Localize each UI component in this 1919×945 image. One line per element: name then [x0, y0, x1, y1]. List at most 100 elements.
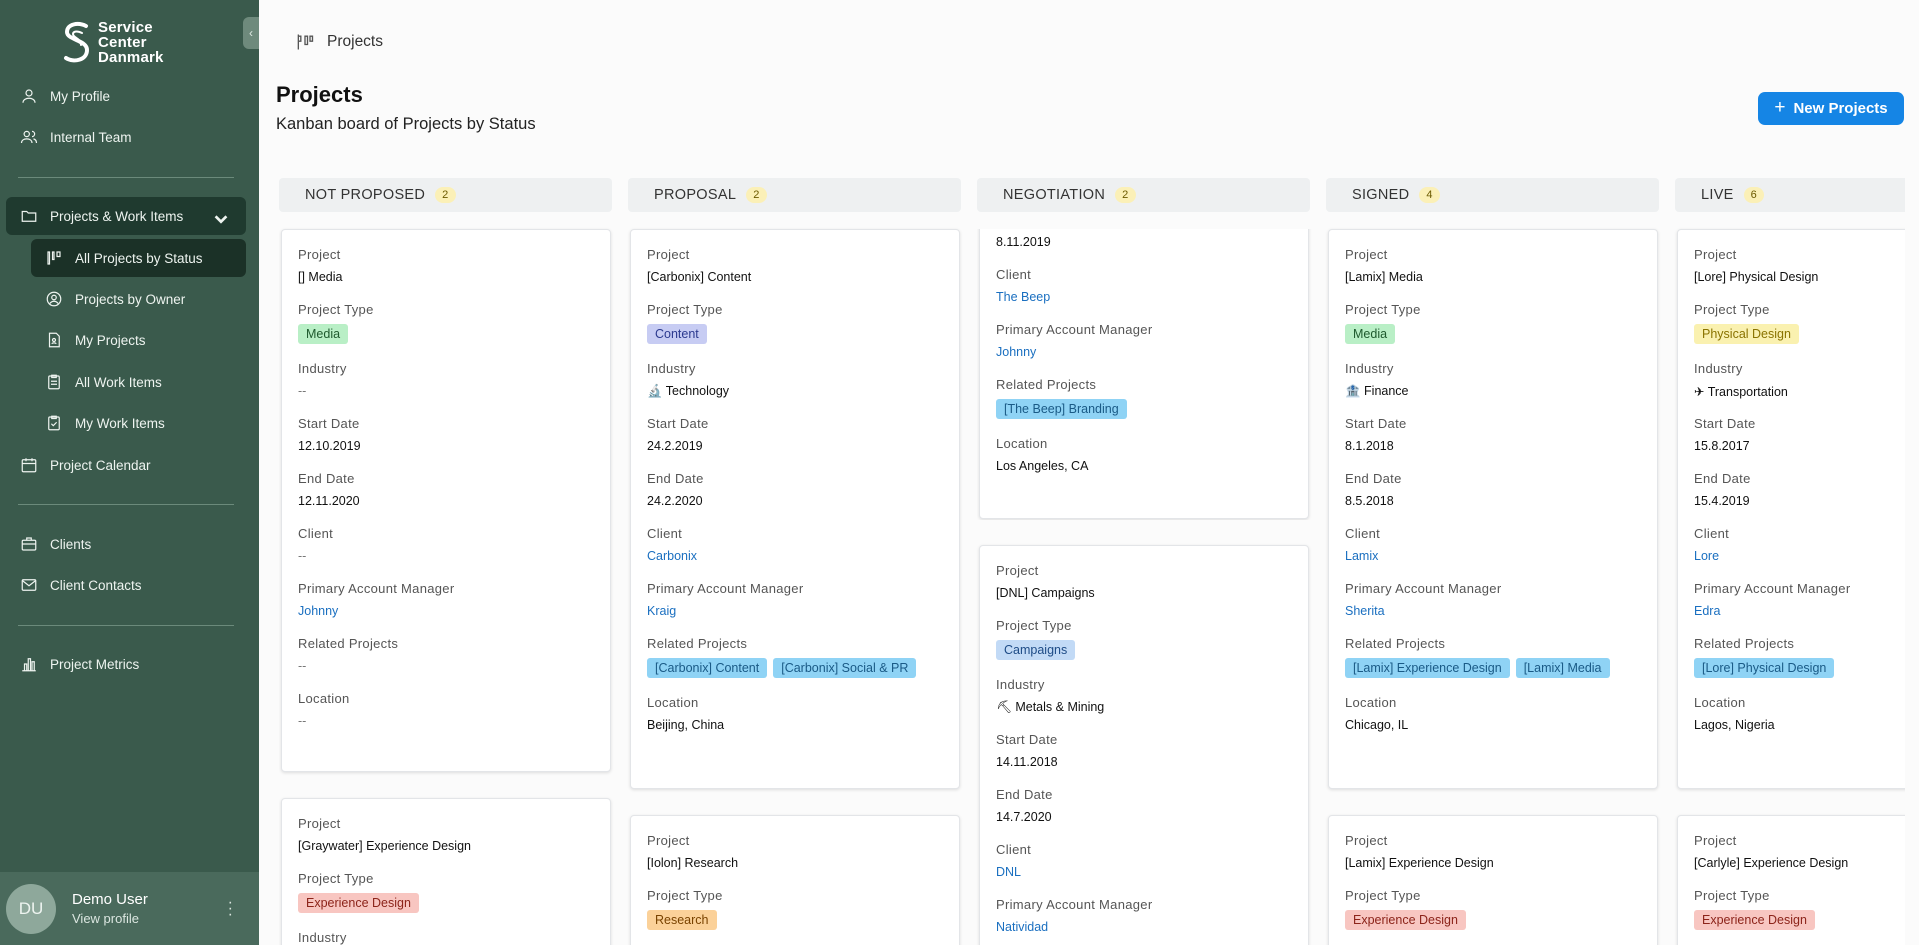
sidebar-item-label: Internal Team — [50, 129, 132, 145]
start-date-value: 8.1.2018 — [1345, 439, 1394, 453]
column-count-badge: 2 — [746, 187, 767, 203]
sidebar-item-all-projects-by-status[interactable]: All Projects by Status — [31, 239, 246, 277]
project-name: [Lamix] Media — [1345, 270, 1423, 284]
related-project-tag[interactable]: [Carbonix] Content — [647, 658, 768, 678]
sidebar-item-label: Project Calendar — [50, 457, 151, 473]
account-manager-link[interactable]: Johnny — [996, 345, 1037, 359]
location-value: Lagos, Nigeria — [1694, 718, 1775, 732]
sidebar: Service Center Danmark ‹ My Profile Inte… — [0, 0, 259, 945]
account-manager-link[interactable]: Natividad — [996, 920, 1049, 934]
project-card[interactable]: Project [DNL] Campaigns Project Type Cam… — [979, 545, 1309, 945]
field-label: Industry — [298, 361, 347, 376]
client-link[interactable]: Lore — [1694, 549, 1720, 563]
sidebar-item-label: All Projects by Status — [75, 250, 203, 266]
field-label: Project Type — [996, 618, 1072, 633]
location-value: Chicago, IL — [1345, 718, 1409, 732]
project-card[interactable]: Project [Lamix] Experience Design Projec… — [1328, 815, 1658, 945]
field-label: Primary Account Manager — [996, 322, 1153, 337]
logo[interactable]: Service Center Danmark — [62, 20, 164, 65]
sidebar-item-label: Projects & Work Items — [50, 208, 184, 224]
folder-icon — [21, 210, 37, 222]
sidebar-item-label: All Work Items — [75, 374, 162, 390]
project-card[interactable]: Project [Lamix] Media Project Type Media… — [1328, 229, 1658, 789]
end-date-value: 14.7.2020 — [996, 810, 1052, 824]
client-link[interactable]: Carbonix — [647, 549, 698, 563]
project-type-tag: Media — [1345, 324, 1396, 344]
related-project-tag[interactable]: [The Beep] Branding — [996, 399, 1127, 419]
project-card[interactable]: Project [] Media Project Type Media Indu… — [281, 229, 611, 772]
field-label: Project — [647, 247, 690, 262]
end-date-value: 12.11.2020 — [298, 494, 360, 508]
account-manager-link[interactable]: Sherita — [1345, 604, 1385, 618]
project-card[interactable]: Project [Graywater] Experience Design Pr… — [281, 798, 611, 945]
sidebar-item-label: My Projects — [75, 332, 146, 348]
sidebar-item-internal-team[interactable]: Internal Team — [6, 118, 246, 156]
field-label: End Date — [298, 471, 355, 486]
column-title: LIVE — [1701, 187, 1734, 203]
industry-value: 🔬 Technology — [647, 384, 730, 398]
divider — [18, 177, 234, 178]
field-label: Project Type — [1694, 302, 1770, 317]
project-type-tag: Physical Design — [1694, 324, 1799, 344]
field-label: Project — [1345, 247, 1388, 262]
field-label: Related Projects — [1345, 636, 1446, 651]
field-label: Project — [1694, 833, 1737, 848]
field-label: Related Projects — [1694, 636, 1795, 651]
column-signed: SIGNED 4 Project [Lamix] Media Project T… — [1326, 178, 1659, 945]
sidebar-item-projects-by-owner[interactable]: Projects by Owner — [31, 280, 246, 318]
client-link[interactable]: The Beep — [996, 290, 1051, 304]
project-name: [Iolon] Research — [647, 856, 739, 870]
client-link[interactable]: Lamix — [1345, 549, 1379, 563]
related-project-tag[interactable]: [Carbonix] Social & PR — [773, 658, 917, 678]
project-card[interactable]: Project [Carlyle] Experience Design Proj… — [1677, 815, 1905, 945]
field-label: Project Type — [647, 302, 723, 317]
sidebar-item-project-metrics[interactable]: Project Metrics — [6, 645, 246, 683]
project-card[interactable]: Project [Iolon] Research Project Type Re… — [630, 815, 960, 945]
sidebar-item-client-contacts[interactable]: Client Contacts — [6, 566, 246, 604]
bar-chart-icon — [22, 658, 36, 672]
sidebar-item-project-calendar[interactable]: Project Calendar — [6, 446, 246, 484]
breadcrumb-label[interactable]: Projects — [327, 33, 383, 50]
project-card[interactable]: 8.11.2019 Client The Beep Primary Accoun… — [979, 229, 1309, 519]
logo-mark-icon — [64, 21, 90, 62]
project-name: [Lore] Physical Design — [1694, 270, 1819, 284]
kanban-icon — [297, 34, 314, 50]
column-header: SIGNED 4 — [1326, 178, 1659, 212]
view-profile-link[interactable]: View profile — [72, 911, 139, 926]
industry-value: ✈ Transportation — [1694, 385, 1788, 399]
field-label: Primary Account Manager — [1694, 581, 1851, 596]
field-label: Industry — [1345, 361, 1394, 376]
project-name: [DNL] Campaigns — [996, 586, 1095, 600]
account-manager-link[interactable]: Johnny — [298, 604, 339, 618]
location-value: -- — [298, 714, 307, 728]
field-label: Project Type — [647, 888, 723, 903]
sidebar-item-projects-work-items[interactable]: Projects & Work Items — [6, 197, 246, 235]
account-manager-link[interactable]: Edra — [1694, 604, 1721, 618]
project-card[interactable]: Project [Carbonix] Content Project Type … — [630, 229, 960, 789]
card-scroll-clip: 8.11.2019 Client The Beep Primary Accoun… — [977, 229, 1317, 520]
sidebar-item-clients[interactable]: Clients — [6, 525, 246, 563]
related-project-tag[interactable]: [Lamix] Experience Design — [1345, 658, 1510, 678]
new-projects-button[interactable]: + New Projects — [1758, 92, 1904, 125]
account-manager-link[interactable]: Kraig — [647, 604, 677, 618]
sidebar-item-my-work-items[interactable]: My Work Items — [31, 404, 246, 442]
related-project-tag[interactable]: [Lore] Physical Design — [1694, 658, 1835, 678]
collapse-sidebar-button[interactable]: ‹ — [243, 17, 259, 49]
sidebar-item-my-profile[interactable]: My Profile — [6, 77, 246, 115]
user-profile-box[interactable]: DU Demo User View profile · · · — [0, 872, 259, 945]
more-options-icon[interactable]: · · · — [227, 894, 233, 923]
related-project-tag[interactable]: [Lamix] Media — [1515, 658, 1610, 678]
page-subtitle: Kanban board of Projects by Status — [276, 115, 536, 133]
user-icon — [22, 89, 36, 103]
field-label: Client — [1694, 526, 1730, 541]
sidebar-item-label: Client Contacts — [50, 577, 142, 593]
industry-value: -- — [298, 384, 307, 398]
sidebar-item-my-projects[interactable]: My Projects — [31, 321, 246, 359]
sidebar-item-label: Project Metrics — [50, 656, 140, 672]
client-link[interactable]: DNL — [996, 865, 1022, 879]
project-card[interactable]: Project [Lore] Physical Design Project T… — [1677, 229, 1905, 789]
users-icon — [20, 130, 38, 144]
field-label: Start Date — [1694, 416, 1756, 431]
column-count-badge: 6 — [1743, 187, 1765, 203]
sidebar-item-all-work-items[interactable]: All Work Items — [31, 363, 246, 401]
